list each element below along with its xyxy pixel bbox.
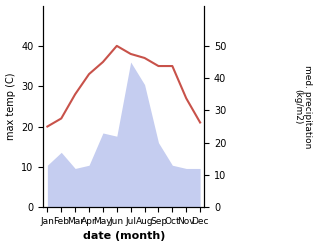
- X-axis label: date (month): date (month): [83, 231, 165, 242]
- Y-axis label: med. precipitation
(kg/m2): med. precipitation (kg/m2): [293, 65, 313, 148]
- Y-axis label: max temp (C): max temp (C): [5, 73, 16, 140]
